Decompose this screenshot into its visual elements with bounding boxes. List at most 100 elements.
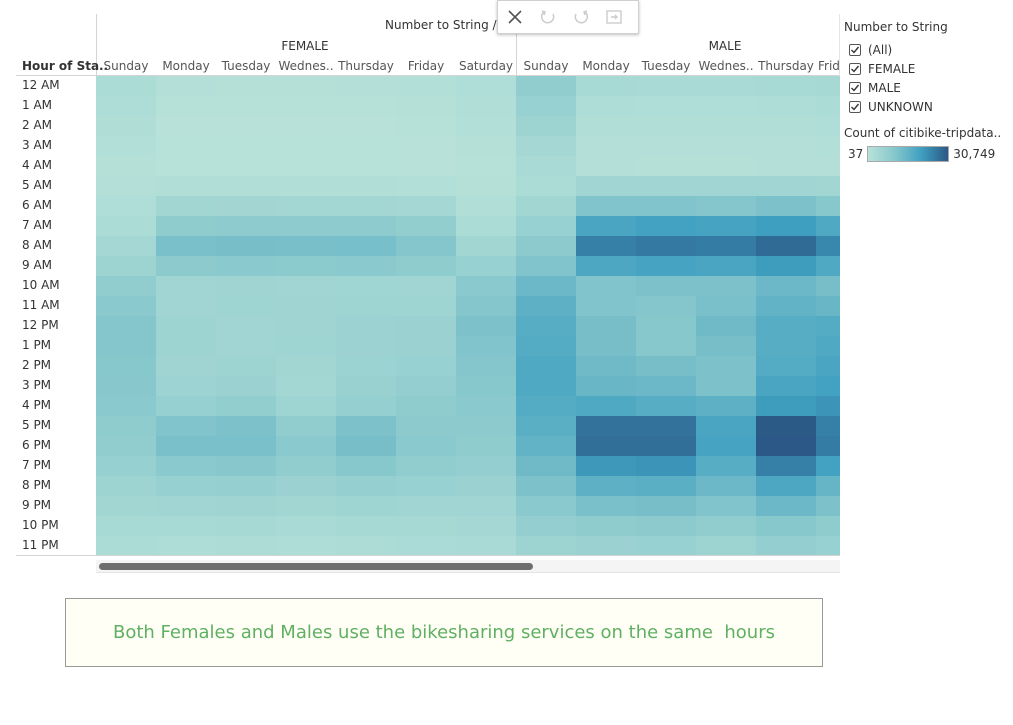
heatmap-cell[interactable]: [816, 296, 840, 316]
heatmap-cell[interactable]: [636, 76, 696, 96]
heatmap-cell[interactable]: [456, 196, 516, 216]
heatmap-cell[interactable]: [516, 396, 576, 416]
heatmap-cell[interactable]: [816, 236, 840, 256]
heatmap-cell[interactable]: [216, 276, 276, 296]
heatmap-grid[interactable]: [96, 76, 840, 556]
heatmap-cell[interactable]: [96, 516, 156, 536]
heatmap-cell[interactable]: [816, 476, 840, 496]
heatmap-cell[interactable]: [276, 196, 336, 216]
heatmap-cell[interactable]: [156, 296, 216, 316]
filter-item[interactable]: FEMALE: [849, 59, 1009, 78]
heatmap-cell[interactable]: [276, 276, 336, 296]
heatmap-cell[interactable]: [276, 96, 336, 116]
heatmap-cell[interactable]: [276, 116, 336, 136]
heatmap-cell[interactable]: [336, 96, 396, 116]
heatmap-cell[interactable]: [156, 316, 216, 336]
heatmap-cell[interactable]: [696, 436, 756, 456]
heatmap-cell[interactable]: [756, 336, 816, 356]
pause-updates-button[interactable]: [597, 1, 630, 33]
heatmap-cell[interactable]: [336, 476, 396, 496]
heatmap-cell[interactable]: [396, 376, 456, 396]
heatmap-cell[interactable]: [216, 76, 276, 96]
heatmap-cell[interactable]: [456, 76, 516, 96]
heatmap-cell[interactable]: [96, 436, 156, 456]
heatmap-cell[interactable]: [636, 356, 696, 376]
heatmap-cell[interactable]: [456, 276, 516, 296]
redo-button[interactable]: [564, 1, 597, 33]
heatmap-cell[interactable]: [336, 516, 396, 536]
heatmap-cell[interactable]: [576, 416, 636, 436]
heatmap-cell[interactable]: [456, 356, 516, 376]
heatmap-cell[interactable]: [576, 256, 636, 276]
heatmap-cell[interactable]: [156, 276, 216, 296]
heatmap-cell[interactable]: [456, 476, 516, 496]
heatmap-cell[interactable]: [756, 156, 816, 176]
heatmap-cell[interactable]: [336, 416, 396, 436]
heatmap-cell[interactable]: [336, 216, 396, 236]
heatmap-cell[interactable]: [336, 276, 396, 296]
heatmap-cell[interactable]: [816, 156, 840, 176]
horizontal-scrollbar[interactable]: [96, 560, 840, 573]
heatmap-cell[interactable]: [96, 456, 156, 476]
heatmap-cell[interactable]: [396, 116, 456, 136]
heatmap-cell[interactable]: [576, 296, 636, 316]
heatmap-cell[interactable]: [96, 496, 156, 516]
heatmap-cell[interactable]: [396, 476, 456, 496]
heatmap-cell[interactable]: [756, 296, 816, 316]
heatmap-cell[interactable]: [516, 176, 576, 196]
heatmap-cell[interactable]: [156, 236, 216, 256]
heatmap-cell[interactable]: [516, 436, 576, 456]
heatmap-cell[interactable]: [216, 396, 276, 416]
heatmap-cell[interactable]: [276, 236, 336, 256]
heatmap-cell[interactable]: [576, 116, 636, 136]
heatmap-cell[interactable]: [276, 336, 336, 356]
heatmap-cell[interactable]: [396, 96, 456, 116]
heatmap-cell[interactable]: [816, 196, 840, 216]
heatmap-cell[interactable]: [816, 396, 840, 416]
heatmap-cell[interactable]: [276, 176, 336, 196]
heatmap-cell[interactable]: [816, 116, 840, 136]
heatmap-cell[interactable]: [816, 76, 840, 96]
heatmap-cell[interactable]: [636, 156, 696, 176]
heatmap-cell[interactable]: [576, 496, 636, 516]
heatmap-cell[interactable]: [216, 176, 276, 196]
heatmap-cell[interactable]: [336, 316, 396, 336]
heatmap-cell[interactable]: [576, 76, 636, 96]
heatmap-cell[interactable]: [156, 216, 216, 236]
heatmap-cell[interactable]: [756, 236, 816, 256]
heatmap-cell[interactable]: [276, 136, 336, 156]
heatmap-cell[interactable]: [576, 236, 636, 256]
heatmap-cell[interactable]: [696, 316, 756, 336]
heatmap-cell[interactable]: [816, 376, 840, 396]
heatmap-cell[interactable]: [576, 336, 636, 356]
heatmap-cell[interactable]: [456, 416, 516, 436]
heatmap-cell[interactable]: [516, 456, 576, 476]
heatmap-cell[interactable]: [276, 76, 336, 96]
heatmap-cell[interactable]: [456, 456, 516, 476]
heatmap-cell[interactable]: [156, 96, 216, 116]
heatmap-cell[interactable]: [516, 516, 576, 536]
heatmap-cell[interactable]: [396, 516, 456, 536]
heatmap-cell[interactable]: [396, 216, 456, 236]
heatmap-cell[interactable]: [816, 456, 840, 476]
heatmap-cell[interactable]: [636, 436, 696, 456]
heatmap-cell[interactable]: [696, 216, 756, 236]
heatmap-cell[interactable]: [756, 136, 816, 156]
heatmap-cell[interactable]: [696, 336, 756, 356]
heatmap-cell[interactable]: [96, 256, 156, 276]
heatmap-cell[interactable]: [396, 136, 456, 156]
heatmap-cell[interactable]: [576, 276, 636, 296]
heatmap-cell[interactable]: [396, 396, 456, 416]
heatmap-cell[interactable]: [216, 236, 276, 256]
heatmap-cell[interactable]: [96, 196, 156, 216]
heatmap-cell[interactable]: [336, 436, 396, 456]
heatmap-cell[interactable]: [336, 536, 396, 556]
heatmap-cell[interactable]: [456, 176, 516, 196]
heatmap-cell[interactable]: [336, 236, 396, 256]
heatmap-cell[interactable]: [636, 196, 696, 216]
heatmap-cell[interactable]: [156, 196, 216, 216]
heatmap-cell[interactable]: [516, 536, 576, 556]
heatmap-cell[interactable]: [216, 136, 276, 156]
heatmap-cell[interactable]: [636, 336, 696, 356]
heatmap-cell[interactable]: [396, 436, 456, 456]
